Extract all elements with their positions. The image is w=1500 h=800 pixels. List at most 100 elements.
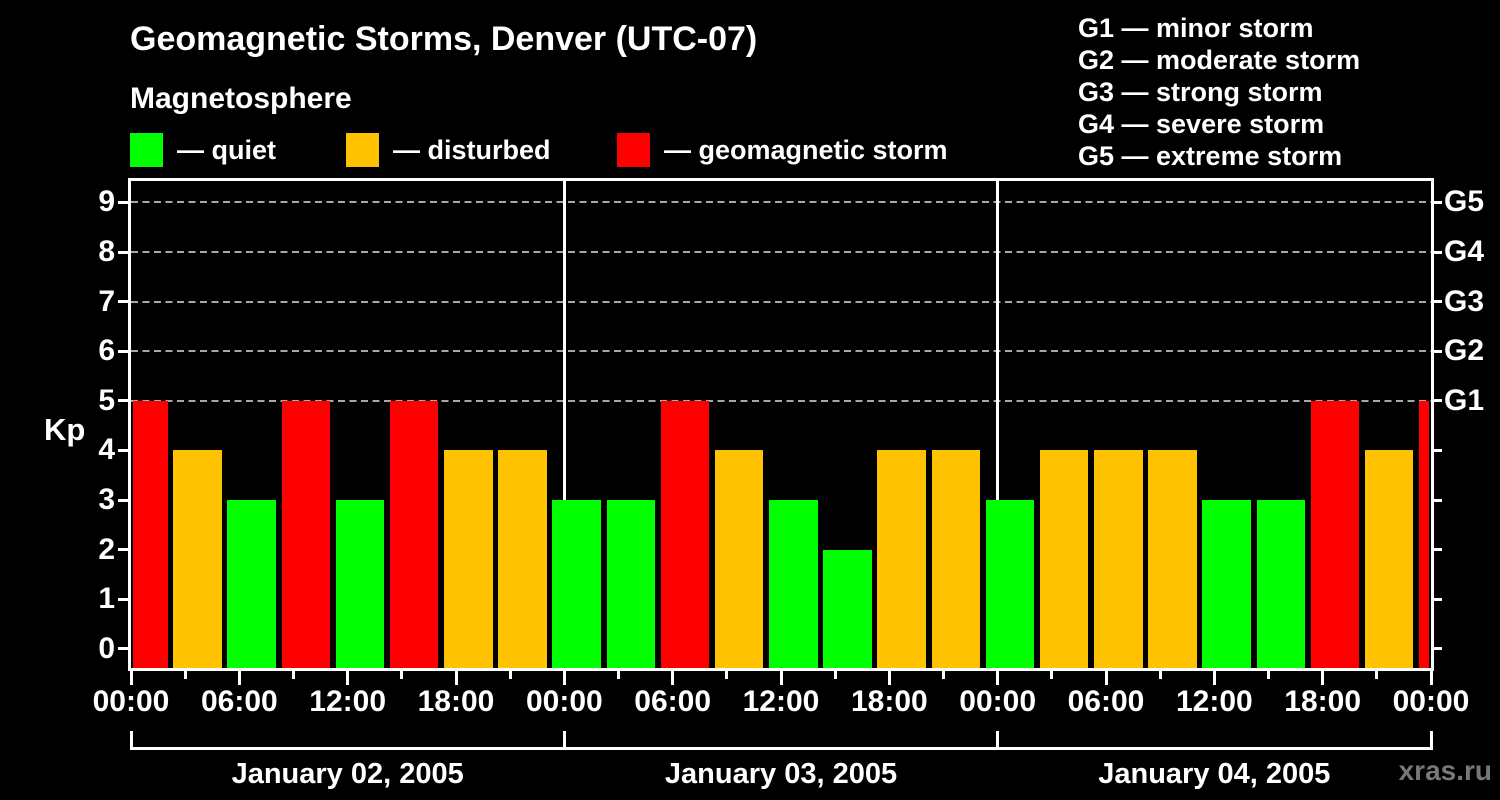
x-minor-tick — [1158, 671, 1162, 679]
x-major-tick — [237, 671, 241, 685]
y-tick — [118, 548, 131, 552]
chart-subtitle: Magnetosphere — [130, 82, 352, 115]
legend-item-disturbed: — disturbed — [346, 133, 551, 167]
page-title: Geomagnetic Storms, Denver (UTC-07) — [130, 20, 758, 58]
x-tick-label: 06:00 — [200, 685, 278, 718]
x-tick-label: 18:00 — [417, 685, 495, 718]
y-tick — [118, 349, 131, 353]
gridline — [131, 300, 1431, 303]
watermark: xras.ru — [1398, 755, 1492, 786]
legend-item-storm: — geomagnetic storm — [617, 133, 948, 167]
y-tick — [118, 448, 131, 452]
storm-scale-g4: G4 — severe storm — [1078, 109, 1325, 139]
x-tick-label: 12:00 — [1175, 685, 1253, 718]
kp-bar — [1148, 450, 1197, 668]
x-tick-label: 12:00 — [309, 685, 387, 718]
right-tick — [1431, 647, 1442, 651]
x-minor-tick — [942, 671, 945, 679]
kp-bar — [714, 450, 764, 668]
kp-bar — [1039, 450, 1089, 668]
x-tick-label: 12:00 — [742, 685, 820, 718]
kp-bar — [1202, 500, 1251, 668]
y-tick — [118, 250, 131, 254]
x-minor-tick — [617, 671, 620, 679]
kp-bar — [1256, 500, 1305, 668]
kp-bar — [1094, 450, 1143, 668]
storm-color-swatch-icon — [617, 133, 650, 167]
kp-bar — [389, 400, 439, 668]
y-tick-label: 1 — [98, 582, 115, 616]
x-minor-tick — [1050, 671, 1054, 679]
kp-bar — [985, 500, 1035, 668]
x-minor-tick — [725, 671, 729, 679]
x-major-tick — [129, 671, 133, 685]
date-bracket-line — [131, 747, 1431, 750]
x-major-tick — [671, 671, 675, 685]
gridline — [131, 251, 1431, 253]
kp-bar — [1419, 400, 1429, 668]
g-level-label: G5 — [1444, 185, 1485, 219]
date-bracket-tick — [1429, 731, 1433, 750]
date-label: January 04, 2005 — [1098, 758, 1331, 790]
gridline — [131, 399, 1431, 402]
legend-item-quiet: — quiet — [130, 133, 276, 167]
legend-label-quiet: — quiet — [177, 135, 276, 165]
kp-bar — [660, 400, 710, 668]
gridline — [131, 350, 1431, 353]
right-tick — [1431, 597, 1442, 601]
x-major-tick — [1104, 671, 1108, 685]
g-level-label: G2 — [1444, 334, 1485, 368]
x-major-tick — [454, 671, 458, 685]
day-divider — [996, 181, 1000, 668]
y-tick — [118, 399, 131, 403]
date-bracket-tick — [562, 731, 566, 750]
y-tick-label: 4 — [98, 433, 115, 467]
x-minor-tick — [400, 671, 404, 679]
right-tick — [1431, 349, 1442, 353]
y-tick-label: 7 — [98, 284, 115, 318]
y-axis-title: Kp — [44, 412, 86, 447]
kp-bar — [769, 500, 818, 668]
y-tick-label: 8 — [98, 235, 115, 268]
right-tick — [1431, 250, 1442, 254]
disturbed-color-swatch-icon — [346, 133, 379, 167]
kp-bar — [173, 450, 222, 668]
kp-bar — [552, 500, 601, 668]
x-major-tick — [346, 671, 350, 685]
g-level-label: G3 — [1444, 284, 1485, 318]
y-tick — [118, 498, 131, 502]
x-tick-label: 00:00 — [525, 685, 603, 718]
storm-scale-legend: G1 — minor storm G2 — moderate storm G3 … — [1078, 12, 1360, 172]
storm-scale-g3: G3 — strong storm — [1078, 77, 1323, 107]
legend-label-storm: — geomagnetic storm — [664, 135, 948, 165]
x-minor-tick — [1375, 671, 1379, 679]
plot-border — [128, 178, 1434, 671]
date-bracket-tick — [129, 731, 133, 750]
kp-bar — [606, 500, 655, 668]
x-minor-tick — [292, 671, 295, 679]
g-level-label: G1 — [1444, 383, 1485, 417]
kp-bar — [133, 400, 168, 668]
x-tick-label: 18:00 — [850, 685, 928, 718]
x-minor-tick — [833, 671, 837, 679]
kp-bar — [823, 549, 872, 668]
y-tick — [118, 597, 131, 601]
x-minor-tick — [1267, 671, 1270, 679]
legend-label-disturbed: — disturbed — [393, 135, 551, 165]
y-tick-label: 0 — [98, 631, 115, 665]
g-level-label: G4 — [1444, 235, 1485, 268]
x-major-tick — [779, 671, 783, 685]
quiet-color-swatch-icon — [130, 133, 163, 167]
x-tick-label: 00:00 — [1392, 685, 1470, 718]
right-tick — [1431, 548, 1442, 552]
y-tick-label: 3 — [98, 483, 115, 516]
date-bracket-tick — [996, 731, 1000, 750]
x-major-tick — [996, 671, 1000, 685]
y-tick — [118, 647, 131, 651]
gridline — [131, 201, 1431, 204]
x-tick-label: 06:00 — [1067, 685, 1145, 718]
x-major-tick — [1429, 671, 1433, 685]
date-label: January 03, 2005 — [664, 758, 898, 790]
x-minor-tick — [508, 671, 512, 679]
